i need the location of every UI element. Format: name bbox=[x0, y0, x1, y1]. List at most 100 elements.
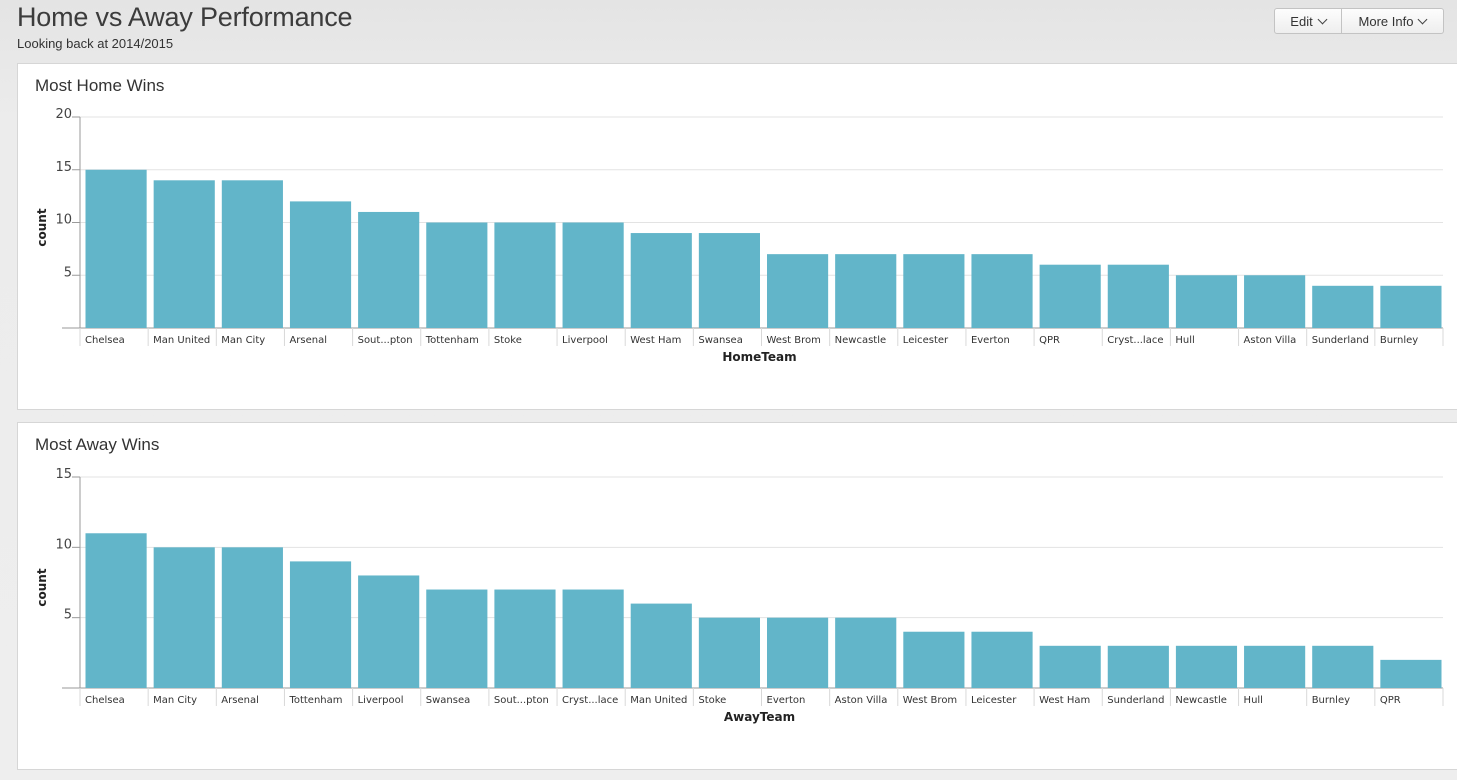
bar[interactable] bbox=[1107, 645, 1169, 688]
x-axis-title: AwayTeam bbox=[724, 710, 795, 724]
bar[interactable] bbox=[494, 589, 556, 688]
x-tick-label: Tottenham bbox=[288, 695, 342, 706]
x-tick-label: Man City bbox=[221, 335, 265, 346]
bar[interactable] bbox=[1380, 659, 1442, 688]
x-tick-label: Everton bbox=[971, 335, 1010, 346]
bar[interactable] bbox=[630, 603, 692, 688]
bar[interactable] bbox=[562, 222, 624, 329]
more-info-button[interactable]: More Info bbox=[1342, 8, 1444, 34]
bar[interactable] bbox=[630, 233, 692, 328]
y-tick-label: 20 bbox=[55, 107, 72, 122]
chevron-down-icon bbox=[1317, 14, 1328, 24]
x-tick-label: Cryst...lace bbox=[1107, 335, 1163, 346]
bar[interactable] bbox=[1312, 285, 1374, 328]
x-tick-label: West Brom bbox=[767, 335, 821, 346]
x-tick-label: QPR bbox=[1039, 335, 1060, 346]
bar[interactable] bbox=[426, 222, 488, 329]
dashboard-actions: Edit More Info bbox=[1274, 8, 1444, 34]
bar[interactable] bbox=[1039, 645, 1101, 688]
bar[interactable] bbox=[494, 222, 556, 329]
home-wins-panel: Most Home Wins 5 10 15 20 Chelsea Man United M… bbox=[17, 63, 1457, 410]
edit-button[interactable]: Edit bbox=[1274, 8, 1342, 34]
bar[interactable] bbox=[767, 254, 829, 328]
x-tick-label: Chelsea bbox=[85, 695, 125, 706]
bar[interactable] bbox=[903, 254, 965, 328]
x-tick-label: Swansea bbox=[698, 335, 742, 346]
x-tick-label: Liverpool bbox=[562, 335, 608, 346]
bar[interactable] bbox=[698, 617, 760, 688]
page-subtitle: Looking back at 2014/2015 bbox=[17, 36, 174, 51]
x-tick-label: Burnley bbox=[1380, 335, 1418, 346]
bar[interactable] bbox=[1312, 645, 1374, 688]
bar[interactable] bbox=[971, 254, 1033, 328]
bar[interactable] bbox=[562, 589, 624, 688]
home-wins-chart: 5 10 15 20 Chelsea Man United Man City Arsenal S… bbox=[35, 107, 1444, 364]
x-tick-label: Man United bbox=[630, 695, 687, 706]
x-tick-label: Hull bbox=[1175, 335, 1194, 346]
bar[interactable] bbox=[85, 533, 147, 688]
x-tick-label: Leicester bbox=[903, 335, 949, 346]
y-tick-label: 5 bbox=[64, 265, 72, 280]
x-tick-label: Sunderland bbox=[1107, 695, 1164, 706]
x-tick-label: Arsenal bbox=[289, 335, 327, 346]
bar[interactable] bbox=[1039, 264, 1101, 328]
x-tick-label: West Ham bbox=[630, 335, 681, 346]
bar[interactable] bbox=[1244, 275, 1306, 328]
bar[interactable] bbox=[698, 233, 760, 328]
x-tick-label: Newcastle bbox=[835, 335, 887, 346]
x-tick-label: Aston Villa bbox=[835, 695, 888, 706]
y-tick-label: 15 bbox=[55, 160, 72, 175]
x-tick-label: Cryst...lace bbox=[562, 695, 618, 706]
x-tick-label: Sunderland bbox=[1312, 335, 1369, 346]
x-axis-title: HomeTeam bbox=[722, 350, 796, 364]
x-tick-label: Chelsea bbox=[85, 335, 125, 346]
bar[interactable] bbox=[767, 617, 829, 688]
bar[interactable] bbox=[1107, 264, 1169, 328]
bar[interactable] bbox=[358, 575, 420, 688]
x-tick-label: Aston Villa bbox=[1244, 335, 1297, 346]
y-tick-label: 10 bbox=[55, 537, 72, 552]
x-tick-label: Man United bbox=[153, 335, 210, 346]
bar[interactable] bbox=[1380, 285, 1442, 328]
x-tick-label: Newcastle bbox=[1175, 695, 1227, 706]
x-tick-label: Sout...pton bbox=[358, 335, 413, 346]
x-tick-label: Arsenal bbox=[221, 695, 259, 706]
away-wins-panel: Most Away Wins 5 10 15 Chelsea Man City Arsen… bbox=[17, 422, 1457, 770]
bar[interactable] bbox=[426, 589, 488, 688]
x-tick-label: QPR bbox=[1380, 695, 1401, 706]
bar[interactable] bbox=[85, 169, 147, 328]
bar[interactable] bbox=[221, 180, 283, 328]
x-tick-label: Stoke bbox=[494, 335, 522, 346]
bar[interactable] bbox=[153, 547, 215, 688]
bar[interactable] bbox=[971, 631, 1033, 688]
panel-title: Most Home Wins bbox=[35, 76, 165, 95]
x-tick-label: West Brom bbox=[903, 695, 957, 706]
bar[interactable] bbox=[835, 254, 897, 328]
x-tick-label: Swansea bbox=[426, 695, 470, 706]
x-tick-label: Leicester bbox=[971, 695, 1017, 706]
bar[interactable] bbox=[1244, 645, 1306, 688]
x-tick-label: Tottenham bbox=[425, 335, 479, 346]
edit-button-label: Edit bbox=[1290, 13, 1313, 29]
x-tick-label: Stoke bbox=[698, 695, 726, 706]
x-tick-label: Sout...pton bbox=[494, 695, 549, 706]
bar[interactable] bbox=[1175, 645, 1238, 688]
bar[interactable] bbox=[903, 631, 965, 688]
y-tick-label: 15 bbox=[55, 467, 72, 482]
page-title: Home vs Away Performance bbox=[17, 2, 353, 32]
bar[interactable] bbox=[153, 180, 215, 328]
bar[interactable] bbox=[1175, 275, 1238, 328]
x-tick-label: Liverpool bbox=[358, 695, 404, 706]
bar[interactable] bbox=[221, 547, 283, 688]
panel-title: Most Away Wins bbox=[35, 435, 160, 454]
y-tick-label: 10 bbox=[55, 213, 72, 228]
bar[interactable] bbox=[835, 617, 897, 688]
y-axis-title: count bbox=[35, 208, 49, 246]
more-info-button-label: More Info bbox=[1358, 13, 1414, 29]
bar[interactable] bbox=[358, 211, 420, 328]
x-tick-label: Man City bbox=[153, 695, 197, 706]
bar[interactable] bbox=[289, 561, 352, 688]
bar[interactable] bbox=[289, 201, 352, 328]
away-wins-chart: 5 10 15 Chelsea Man City Arsenal Tottenham Live… bbox=[35, 467, 1444, 724]
y-tick-label: 5 bbox=[64, 608, 72, 623]
